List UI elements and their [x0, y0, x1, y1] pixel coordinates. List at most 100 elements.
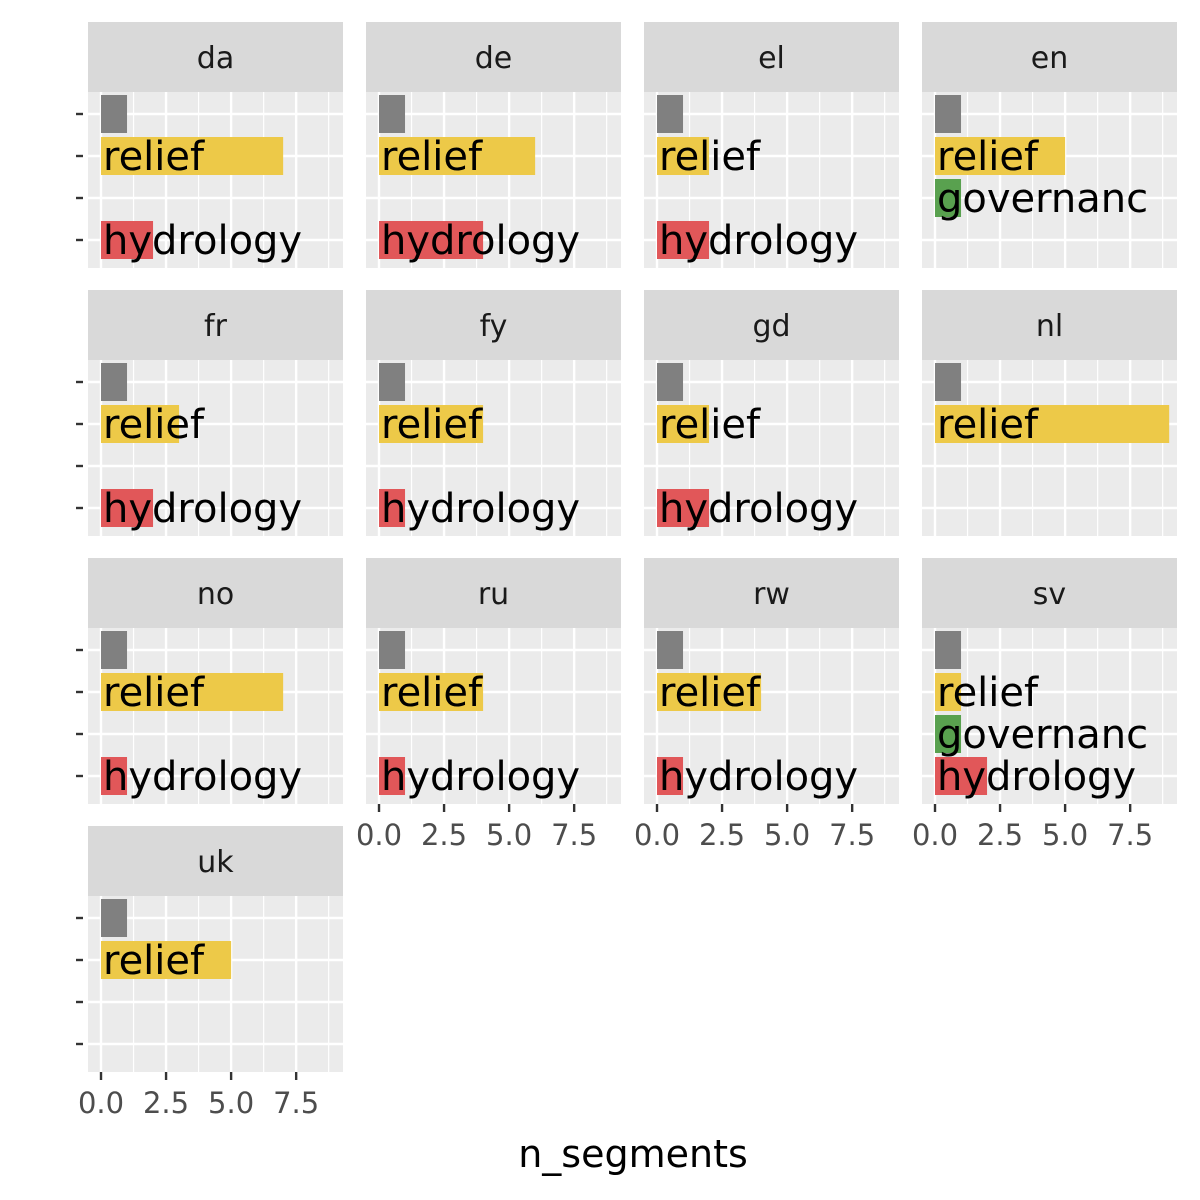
bar-label: relief — [103, 134, 205, 180]
bar-blank — [379, 631, 406, 669]
facet-strip — [88, 826, 343, 896]
facet-strip — [88, 558, 343, 628]
facet-strip — [922, 558, 1177, 628]
bar-label: hydrology — [103, 218, 302, 264]
x-axis-tick-label: 0.0 — [356, 818, 402, 852]
bar-blank — [657, 363, 684, 401]
x-axis-tick-label: 2.5 — [699, 818, 745, 852]
x-axis-tick-label: 5.0 — [486, 818, 532, 852]
facet-strip — [644, 22, 899, 92]
facet-strip-label: no — [197, 577, 234, 612]
facet-strip-label: ru — [478, 577, 509, 612]
panel-background — [88, 628, 343, 804]
bar-label: relief — [103, 670, 205, 716]
bar-label: hydrology — [381, 486, 580, 532]
bar-group: relief hydrology — [379, 95, 580, 264]
bar-relief — [657, 673, 762, 711]
bar-group: relief hydrology — [101, 363, 302, 532]
bar-label: governanc — [937, 712, 1148, 758]
bar-group: relief hydrology — [379, 363, 580, 532]
bar-relief — [935, 405, 1170, 443]
x-axis-tick-label: 5.0 — [1042, 818, 1088, 852]
x-axis-tick-label: 2.5 — [977, 818, 1023, 852]
facet-strip — [366, 290, 621, 360]
bar-hydrology — [101, 221, 154, 259]
bar-governance — [935, 179, 962, 217]
bar-relief — [101, 405, 180, 443]
bar-group: relief hydrology — [379, 631, 580, 800]
bar-relief — [101, 941, 232, 979]
x-axis-tick-label: 2.5 — [143, 1086, 189, 1120]
facet-strip-label: sv — [1033, 577, 1066, 612]
x-axis-tick-label: 0.0 — [78, 1086, 124, 1120]
facet-panel-nl: nl relief — [922, 290, 1177, 536]
bar-hydrology — [101, 489, 154, 527]
bar-label: relief — [659, 670, 761, 716]
bar-hydrology — [379, 489, 406, 527]
bar-label: relief — [937, 134, 1039, 180]
bar-blank — [101, 631, 128, 669]
bar-label: hydrology — [659, 218, 858, 264]
bar-label: relief — [103, 402, 205, 448]
bar-label: relief — [937, 402, 1039, 448]
panel-background — [88, 896, 343, 1072]
bar-blank — [657, 631, 684, 669]
facet-panel-da: da relief hydrology — [76, 22, 343, 268]
facet-strip-label: en — [1031, 41, 1068, 76]
bar-relief — [379, 673, 484, 711]
bar-relief — [101, 673, 284, 711]
bar-group: relief — [935, 363, 1170, 448]
facet-panel-uk: uk relief 0.0 2.5 5.0 7.5 — [76, 826, 343, 1120]
facet-panel-el: el relief hydrology — [644, 22, 899, 268]
bar-hydrology — [657, 757, 684, 795]
bar-blank — [101, 95, 128, 133]
bar-group: relief hydrology — [101, 95, 302, 264]
bar-label: hydrology — [659, 754, 858, 800]
bar-relief — [657, 405, 710, 443]
bar-relief — [379, 405, 484, 443]
bar-relief — [935, 137, 1066, 175]
facet-strip-label: fy — [480, 309, 508, 344]
bar-blank — [379, 363, 406, 401]
bar-label: relief — [659, 402, 761, 448]
x-axis-tick-label: 7.5 — [551, 818, 597, 852]
bar-blank — [935, 631, 962, 669]
bar-label: relief — [381, 134, 483, 180]
bar-governance — [935, 715, 962, 753]
bar-label: governanc — [937, 176, 1148, 222]
bar-relief — [101, 137, 284, 175]
facet-panel-fy: fy relief hydrology — [366, 290, 621, 536]
bar-blank — [101, 899, 128, 937]
facet-strip — [644, 558, 899, 628]
bar-label: relief — [103, 938, 205, 984]
bar-relief — [657, 137, 710, 175]
facet-panel-de: de relief hydrology — [366, 22, 621, 268]
x-axis-tick-label: 7.5 — [1107, 818, 1153, 852]
bar-group: relief hydrology — [657, 631, 858, 800]
bar-blank — [935, 363, 962, 401]
bar-label: hydrology — [103, 754, 302, 800]
x-axis-tick-label: 0.0 — [634, 818, 680, 852]
bar-group: relief hydrology — [657, 363, 858, 532]
facet-panel-no: no relief hydrology — [76, 558, 343, 804]
facet-strip — [366, 22, 621, 92]
facet-strip-label: de — [475, 41, 513, 76]
x-axis-tick-label: 5.0 — [208, 1086, 254, 1120]
bar-group: relief hydrology — [101, 631, 302, 800]
bar-hydrology — [379, 757, 406, 795]
bar-blank — [657, 95, 684, 133]
facet-strip — [644, 290, 899, 360]
panel-background — [922, 360, 1177, 536]
facet-panel-rw: rw relief hydrology 0.0 2.5 5.0 7.5 — [634, 558, 899, 852]
bar-label: hydrology — [103, 486, 302, 532]
facet-strip-label: uk — [197, 845, 234, 880]
facet-strip — [366, 558, 621, 628]
panel-background — [644, 628, 899, 804]
x-axis-tick-label: 2.5 — [421, 818, 467, 852]
facet-strip — [88, 22, 343, 92]
